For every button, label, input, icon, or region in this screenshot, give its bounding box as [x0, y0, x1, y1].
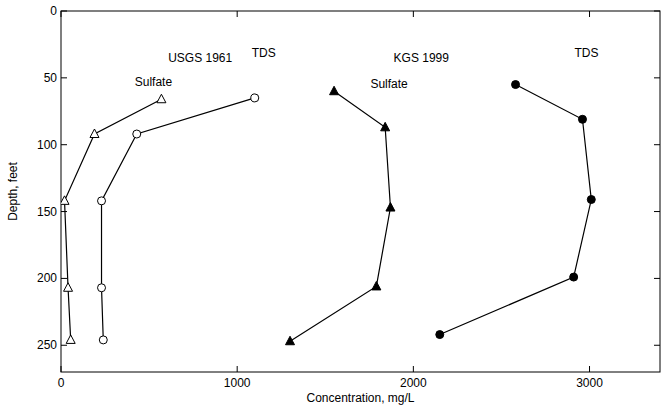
y-tick [61, 11, 67, 12]
annotation: KGS 1999 [394, 51, 450, 65]
x-tick [61, 11, 62, 17]
series-label: TDS [575, 46, 599, 60]
data-point [98, 284, 106, 292]
series-line [290, 91, 390, 341]
y-tick-label: 200 [37, 271, 57, 285]
x-axis-label: Concentration, mg/L [306, 391, 414, 405]
y-tick [654, 144, 660, 145]
series-label: TDS [252, 46, 276, 60]
data-point [90, 129, 99, 138]
series-label: Sulfate [135, 75, 173, 89]
y-tick [61, 278, 67, 279]
data-point [61, 196, 69, 205]
y-tick [61, 144, 67, 145]
data-point [286, 336, 295, 345]
y-axis-label: Depth, feet [6, 161, 20, 220]
data-point [570, 273, 578, 281]
x-tick [589, 366, 590, 372]
data-point [587, 196, 595, 204]
data-point [436, 331, 444, 339]
series-line [102, 98, 255, 340]
data-point [64, 283, 73, 292]
y-tick [61, 211, 67, 212]
x-tick [61, 366, 62, 372]
y-tick [654, 77, 660, 78]
y-tick-label: 250 [37, 338, 57, 352]
data-point [372, 281, 381, 290]
annotation: USGS 1961 [168, 51, 232, 65]
x-tick-label: 2000 [400, 376, 427, 390]
x-tick-label: 3000 [576, 376, 603, 390]
x-tick [237, 11, 238, 17]
y-tick [61, 77, 67, 78]
chart: 0 1000 2000 3000 0 50 100 150 200 250 Concentratio… [0, 0, 670, 417]
data-point [578, 115, 586, 123]
data-point [98, 197, 106, 205]
y-tick [61, 345, 67, 346]
y-tick [654, 11, 660, 12]
y-tick [654, 278, 660, 279]
y-tick-label: 100 [37, 138, 57, 152]
y-tick-label: 50 [44, 71, 58, 85]
data-point [386, 203, 395, 212]
data-point [133, 130, 141, 138]
data-point [381, 122, 390, 131]
data-point [157, 94, 166, 103]
plot-area [61, 81, 595, 345]
data-point [99, 336, 107, 344]
data-point [512, 81, 520, 89]
x-tick-label: 1000 [224, 376, 251, 390]
series-label: Sulfate [370, 77, 408, 91]
x-tick-label: 0 [58, 376, 65, 390]
x-tick [413, 11, 414, 17]
x-tick [237, 366, 238, 372]
data-point [251, 94, 259, 102]
y-tick-label: 150 [37, 205, 57, 219]
series-line [440, 85, 592, 335]
x-tick [589, 11, 590, 17]
series-line [65, 99, 162, 340]
y-tick [654, 211, 660, 212]
y-tick [654, 345, 660, 346]
x-tick [413, 366, 414, 372]
plot-frame [61, 11, 660, 372]
y-tick-label: 0 [50, 4, 57, 18]
data-point [66, 335, 75, 344]
data-point [330, 86, 339, 95]
